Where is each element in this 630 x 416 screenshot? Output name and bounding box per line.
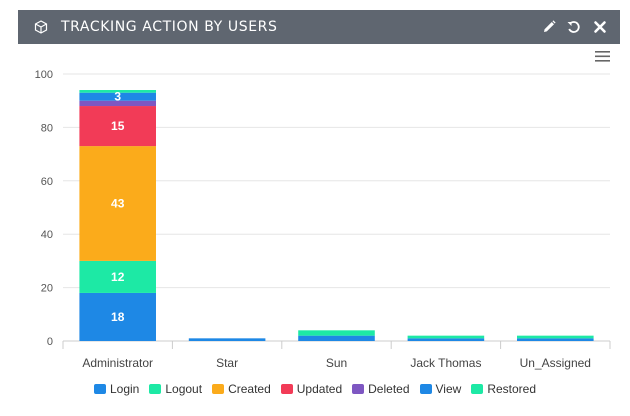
bar-segment-created-0[interactable] (79, 146, 156, 261)
stacked-bar-chart: 0 20 40 60 80 100 18 12 43 15 3 Administrator Star… (35, 69, 611, 370)
legend-label: Logout (165, 382, 203, 396)
bar-segment-view-2[interactable] (298, 335, 375, 341)
y-tick-label: 80 (41, 122, 53, 134)
data-label: 3 (114, 90, 121, 104)
widget-title: TRACKING ACTION BY USERS (61, 19, 278, 35)
legend-swatch (149, 384, 162, 394)
x-tick-label: Star (216, 356, 238, 370)
legend-label: Updated (296, 382, 343, 396)
bar-segment-restored-2[interactable] (298, 330, 375, 336)
y-tick-label: 40 (41, 229, 53, 241)
bar-segment-restored-3[interactable] (407, 335, 485, 339)
legend-label: Deleted (368, 382, 410, 396)
data-label: 15 (111, 119, 125, 133)
bar-segment-restored-4[interactable] (517, 335, 594, 339)
data-label: 12 (111, 270, 125, 284)
bar-segment-view-0[interactable] (79, 92, 156, 101)
legend-swatch (212, 384, 225, 394)
legend-item-restored[interactable]: Restored (471, 382, 536, 396)
bar-segment-restored-0[interactable] (79, 90, 156, 93)
legend-swatch (419, 384, 432, 394)
legend-item-logout[interactable]: Logout (149, 382, 202, 396)
hamburger-menu-icon[interactable] (595, 50, 610, 63)
refresh-icon[interactable] (566, 19, 582, 35)
data-label: 43 (111, 196, 125, 210)
legend-swatch (93, 384, 106, 394)
legend-item-login[interactable]: Login (93, 382, 140, 396)
x-tick-label: Sun (326, 356, 347, 370)
legend-swatch (471, 384, 484, 394)
legend-item-view[interactable]: View (419, 382, 462, 396)
legend-label: Login (109, 382, 140, 396)
x-tick-label: Un_Assigned (520, 356, 591, 370)
x-tick-label: Administrator (82, 356, 153, 370)
bar-segment-view-3[interactable] (407, 338, 485, 341)
legend-swatch (280, 384, 293, 394)
bars (79, 90, 594, 341)
y-axis: 0 20 40 60 80 100 (35, 69, 53, 348)
y-tick-label: 60 (41, 176, 53, 188)
y-tick-label: 100 (35, 69, 53, 81)
legend-swatch (352, 384, 365, 394)
y-tick-label: 0 (47, 336, 53, 348)
legend-item-created[interactable]: Created (212, 382, 271, 396)
legend-label: Restored (487, 382, 537, 396)
widget-header: TRACKING ACTION BY USERS (18, 10, 620, 44)
data-labels: 18 12 43 15 3 (111, 90, 125, 324)
edit-icon[interactable] (541, 19, 557, 35)
bar-segment-logout-0[interactable] (79, 260, 156, 293)
legend-label: View (435, 382, 462, 396)
data-label: 18 (111, 310, 125, 324)
bar-segment-login-0[interactable] (79, 292, 156, 341)
legend-item-updated[interactable]: Updated (280, 382, 343, 396)
legend-label: Created (228, 382, 271, 396)
x-tick-label: Jack Thomas (410, 356, 481, 370)
bar-segment-deleted-0[interactable] (79, 100, 156, 107)
legend-item-deleted[interactable]: Deleted (352, 382, 410, 396)
x-axis: Administrator Star Sun Jack Thomas Un_Assign… (62, 341, 611, 370)
bar-segment-updated-0[interactable] (79, 106, 156, 147)
bar-segment-login-1[interactable] (188, 338, 266, 341)
bar-segment-view-4[interactable] (517, 338, 594, 341)
y-tick-label: 20 (41, 283, 53, 295)
cube-icon (34, 20, 48, 34)
chart-legend: Login Logout Created Updated Deleted View Rest… (0, 381, 630, 397)
close-icon[interactable] (592, 19, 608, 35)
